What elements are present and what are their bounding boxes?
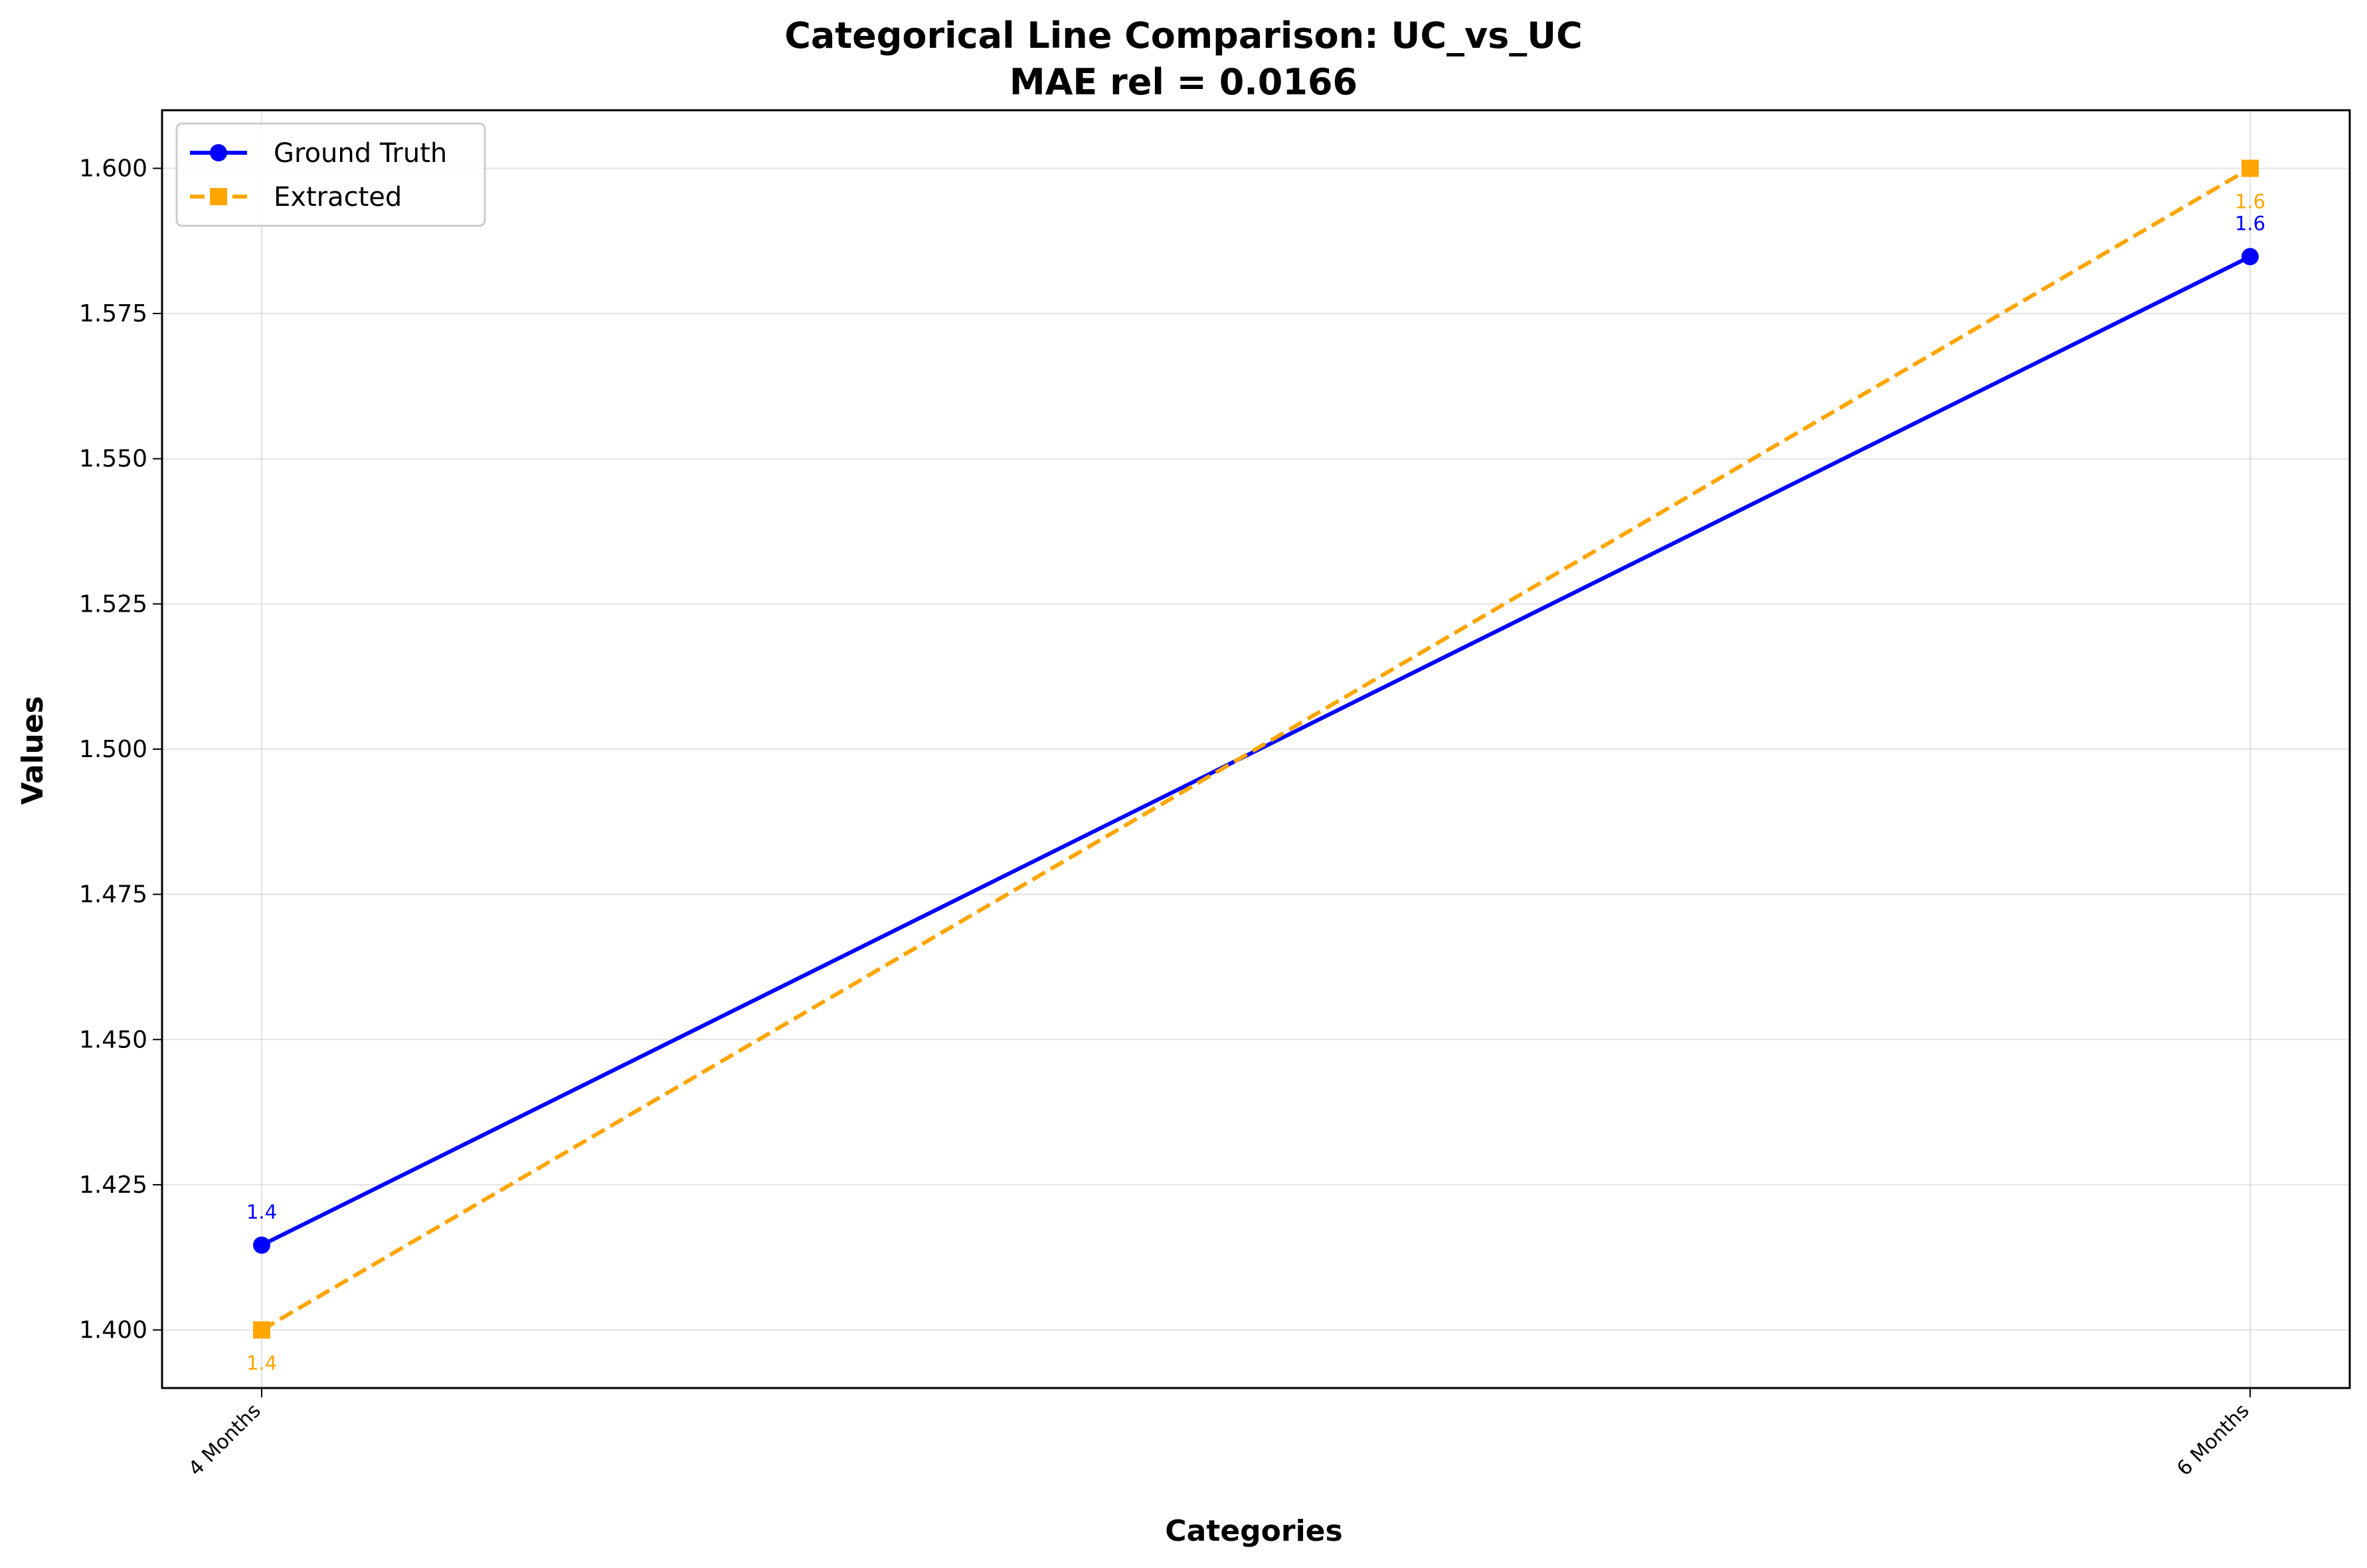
legend-marker-ground-truth — [210, 144, 227, 161]
y-tick-label: 1.500 — [79, 736, 147, 763]
y-tick-label: 1.525 — [79, 590, 147, 618]
data-label-ground-truth: 1.6 — [2235, 212, 2265, 234]
chart-subtitle: MAE rel = 0.0166 — [1009, 61, 1358, 103]
legend-marker-extracted — [210, 188, 227, 205]
data-label-extracted: 1.4 — [246, 1352, 277, 1375]
data-point-extracted — [253, 1321, 270, 1339]
data-label-ground-truth: 1.4 — [246, 1201, 277, 1223]
data-point-ground-truth — [253, 1236, 270, 1254]
y-tick-label: 1.400 — [79, 1317, 147, 1344]
legend-label-extracted: Extracted — [274, 182, 402, 213]
data-label-extracted: 1.6 — [2235, 190, 2265, 213]
data-point-ground-truth — [2241, 248, 2259, 266]
data-point-extracted — [2241, 159, 2259, 177]
y-tick-label: 1.600 — [79, 155, 147, 182]
y-tick-label: 1.450 — [79, 1026, 147, 1053]
chart-title: Categorical Line Comparison: UC_vs_UC — [784, 15, 1583, 56]
y-axis-label: Values — [16, 696, 50, 805]
y-tick-label: 1.475 — [79, 881, 147, 909]
plot-frame — [161, 109, 2351, 1389]
y-tick-label: 1.425 — [79, 1172, 147, 1199]
series-line-extracted — [260, 166, 2251, 1332]
legend: Ground Truth Extracted — [175, 122, 486, 227]
series-group — [253, 159, 2259, 1339]
y-tick-label: 1.550 — [79, 446, 147, 473]
data-labels: 1.4 1.6 1.4 1.6 — [246, 190, 2265, 1374]
legend-label-ground-truth: Ground Truth — [274, 138, 447, 169]
legend-box — [175, 122, 486, 227]
x-axis-label: Categories — [1165, 1514, 1342, 1548]
y-tick-label: 1.575 — [79, 300, 147, 327]
